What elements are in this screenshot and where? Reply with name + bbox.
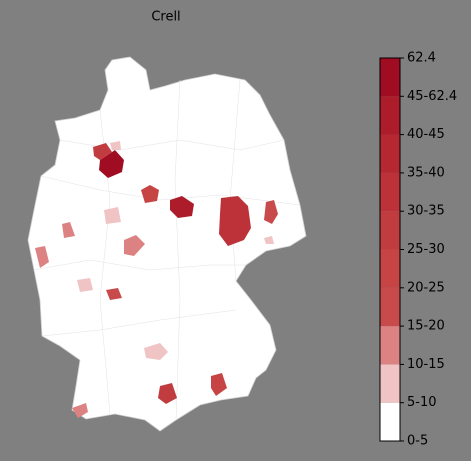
region [104,207,121,224]
colorbar: 0-5 5-10 10-15 15-20 20-25 25-30 30-35 35-40 40-… [379,51,457,449]
region [264,236,274,244]
region [264,200,278,224]
region [141,185,159,203]
colorbar-label: 62.4 [407,51,436,66]
colorbar-segment [380,402,400,441]
region [110,141,121,150]
colorbar-label: 10-15 [407,357,445,372]
colorbar-label: 45-62.4 [407,89,457,104]
colorbar-segment [380,287,400,327]
region [77,278,93,292]
region [93,143,112,160]
region [219,196,251,246]
region [158,383,177,404]
colorbar-label: 0-5 [407,434,428,449]
colorbar-label: 20-25 [407,280,445,295]
colorbar-label: 25-30 [407,242,445,257]
colorbar-label: 35-40 [407,165,445,180]
colorbar-label: 30-35 [407,204,445,219]
colorbar-segment [380,58,400,97]
map-title: Crell [151,10,180,25]
colorbar-segment [380,326,400,365]
region [62,222,75,238]
colorbar-label: 40-45 [407,127,445,142]
colorbar-segment [380,249,400,288]
region [72,403,88,418]
region [35,246,49,268]
colorbar-label: 15-20 [407,319,445,334]
colorbar-segment [380,364,400,403]
colorbar-segment [380,211,400,250]
germany-map [27,56,307,432]
region [124,235,145,256]
region [106,288,122,300]
region [144,343,168,360]
region [211,373,227,396]
district-lines [33,79,301,421]
colorbar-label: 5-10 [407,395,437,410]
colorbar-segment [380,172,400,212]
colorbar-segment [380,134,400,173]
colorbar-segment [380,96,400,135]
region [99,150,124,178]
region [170,196,194,218]
